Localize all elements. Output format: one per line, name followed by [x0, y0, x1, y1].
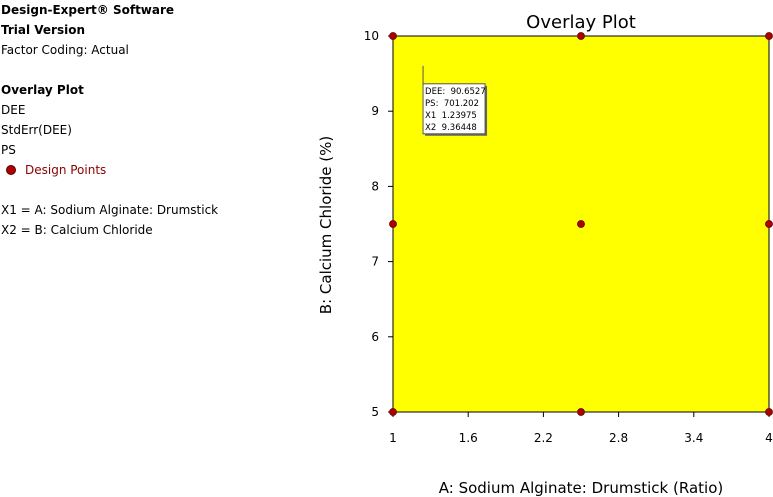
- design-point[interactable]: [389, 408, 397, 416]
- x-tick-label: 2.8: [609, 431, 628, 445]
- flag-line: X1 1.23975: [425, 111, 477, 121]
- y-axis-ticks: 5 6 7 8 9 10: [364, 29, 393, 419]
- flag-line: PS: 701.202: [425, 99, 479, 109]
- y-tick-label: 5: [371, 405, 379, 419]
- y-tick-label: 7: [371, 255, 379, 269]
- info-panel: Design-Expert® Software Trial Version Fa…: [1, 0, 301, 240]
- flag-box[interactable]: [422, 83, 486, 135]
- y-tick-label: 9: [371, 104, 379, 118]
- design-point[interactable]: [577, 32, 585, 40]
- response-stderr-dee: StdErr(DEE): [1, 123, 72, 137]
- software-name: Design-Expert® Software: [1, 3, 175, 17]
- factor-coding-label: Factor Coding: Actual: [1, 43, 129, 57]
- design-point[interactable]: [577, 408, 585, 416]
- y-tick-label: 6: [371, 330, 379, 344]
- flag-line: DEE: 90.6527: [425, 87, 486, 97]
- design-point[interactable]: [389, 32, 397, 40]
- overlay-heading: Overlay Plot: [1, 83, 84, 97]
- factor-x1-label: X1 = A: Sodium Alginate: Drumstick: [1, 203, 219, 217]
- design-point[interactable]: [765, 32, 773, 40]
- y-tick-label: 10: [364, 29, 379, 43]
- design-point[interactable]: [577, 220, 585, 228]
- response-ps: PS: [1, 143, 16, 157]
- x-tick-label: 4: [765, 431, 773, 445]
- x-tick-label: 2.2: [534, 431, 553, 445]
- legend-design-points: Design Points: [1, 160, 301, 180]
- flag-line: X2 9.36448: [425, 123, 477, 133]
- x-axis-label: A: Sodium Alginate: Drumstick (Ratio): [439, 479, 723, 497]
- version-label: Trial Version: [1, 23, 86, 37]
- flag-annotation[interactable]: DEE: 90.6527 PS: 701.202 X1 1.23975 X2 9.36…: [422, 65, 488, 136]
- response-dee: DEE: [1, 103, 26, 117]
- design-points: [389, 32, 773, 416]
- design-point[interactable]: [765, 408, 773, 416]
- design-point[interactable]: [389, 220, 397, 228]
- factor-x2-label: X2 = B: Calcium Chloride: [1, 223, 153, 237]
- y-axis-label: B: Calcium Chloride (%): [317, 136, 335, 314]
- design-point[interactable]: [765, 220, 773, 228]
- y-tick-label: 8: [371, 179, 379, 193]
- x-axis-ticks: 1 1.6 2.2 2.8 3.4 4: [389, 412, 773, 445]
- x-tick-label: 1.6: [459, 431, 478, 445]
- chart-title: Overlay Plot: [526, 12, 636, 33]
- legend-label: Design Points: [25, 163, 107, 177]
- design-point-legend-icon: [6, 165, 16, 175]
- x-tick-label: 3.4: [684, 431, 703, 445]
- x-tick-label: 1: [389, 431, 397, 445]
